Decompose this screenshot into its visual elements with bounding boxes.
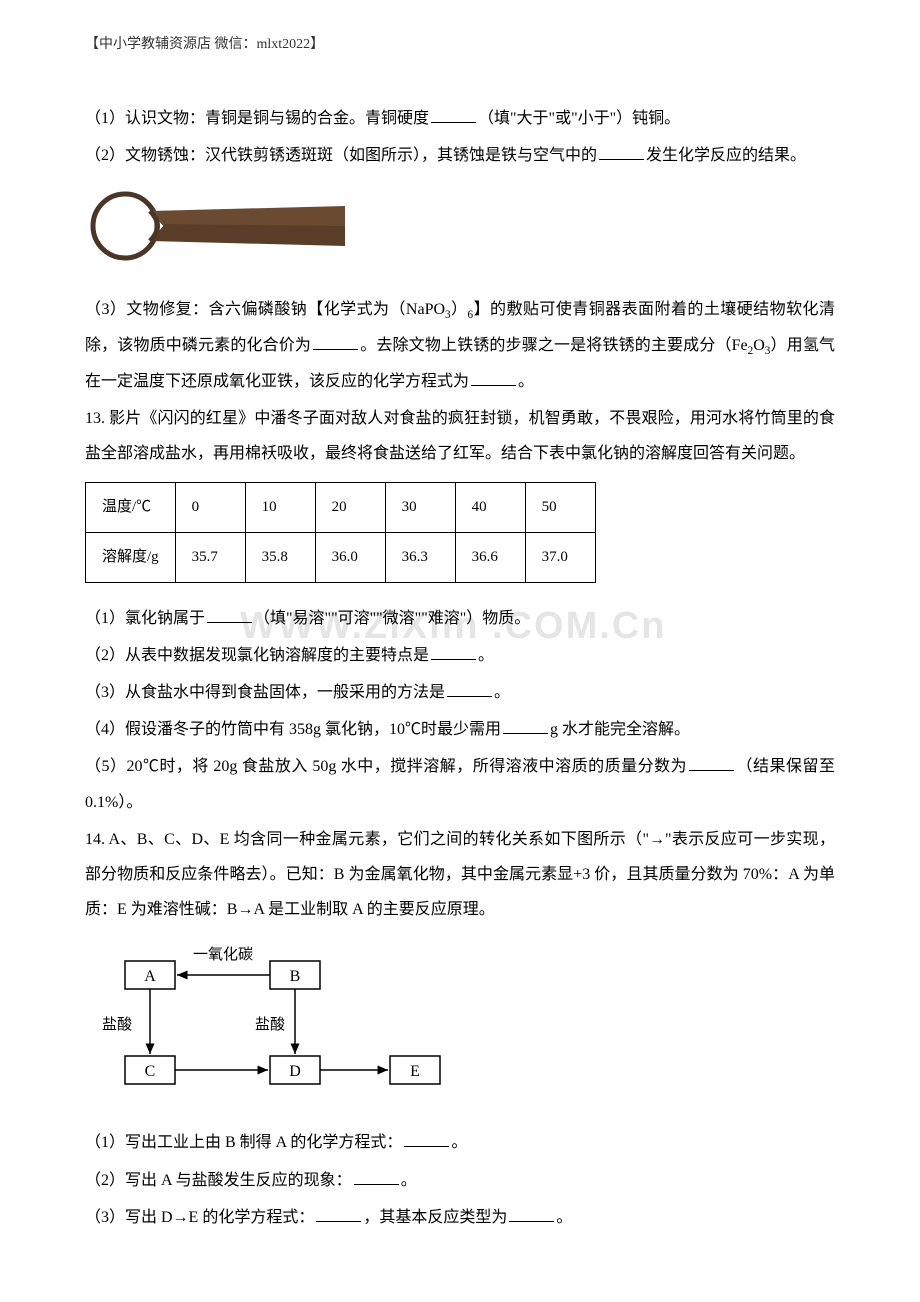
text: （4）假设潘冬子的竹筒中有 358g 氯化钠，10℃时最少需用 [85, 721, 501, 738]
text: g 水才能完全溶解。 [550, 721, 690, 738]
text: （3）从食盐水中得到食盐固体，一般采用的方法是 [85, 684, 445, 701]
cell: 温度/℃ [86, 482, 176, 532]
label-co: 一氧化碳 [193, 946, 253, 963]
text: ） [451, 301, 468, 318]
q13-p2: （2）从表中数据发现氯化钠溶解度的主要特点是 。 [85, 638, 835, 673]
blank [509, 1206, 554, 1222]
text: （2）从表中数据发现氯化钠溶解度的主要特点是 [85, 647, 429, 664]
text: 。去除文物上铁锈的步骤之一是将铁锈的主要成分（Fe [360, 337, 748, 354]
text: 发生化学反应的结果。 [646, 147, 806, 164]
cell: 50 [525, 482, 595, 532]
blank [447, 681, 492, 697]
blank [316, 1206, 361, 1222]
box-d: D [289, 1063, 301, 1080]
q14-p3: （3）写出 D→E 的化学方程式： ，其基本反应类型为 。 [85, 1200, 835, 1235]
text: 。 [494, 684, 510, 701]
text: （1）认识文物：青铜是铜与锡的合金。青铜硬度 [85, 110, 429, 127]
cell: 30 [385, 482, 455, 532]
blank [431, 107, 476, 123]
text: （3）写出 D→E 的化学方程式： [85, 1209, 314, 1226]
text: ，其基本反应类型为 [363, 1209, 507, 1226]
blank [431, 644, 476, 660]
page-header: 【中小学教辅资源店 微信：mlxt2022】 [85, 30, 835, 61]
q12-p3: （3）文物修复：含六偏磷酸钠【化学式为（NaPO3）6】的敷贴可使青铜器表面附着… [85, 292, 835, 399]
text: 。 [401, 1172, 417, 1189]
q13-p3: （3）从食盐水中得到食盐固体，一般采用的方法是 。 [85, 675, 835, 710]
cell: 35.8 [245, 532, 315, 582]
blank [503, 718, 548, 734]
text: （填"大于"或"小于"）钝铜。 [478, 110, 680, 127]
text: （1）氯化钠属于 [85, 610, 205, 627]
text: （1）写出工业上由 B 制得 A 的化学方程式： [85, 1134, 402, 1151]
cell: 10 [245, 482, 315, 532]
text: （填"易溶""可溶""微溶""难溶"）物质。 [254, 610, 530, 627]
cell: 溶解度/g [86, 532, 176, 582]
text: O [753, 337, 765, 354]
table-row: 溶解度/g 35.7 35.8 36.0 36.3 36.6 37.0 [86, 532, 596, 582]
blank [404, 1131, 449, 1147]
q12-p2: （2）文物锈蚀：汉代铁剪锈透斑斑（如图所示），其锈蚀是铁与空气中的 发生化学反应的… [85, 138, 835, 173]
blank [207, 607, 252, 623]
blank [313, 334, 358, 350]
text: 。 [518, 373, 534, 390]
cell: 36.6 [455, 532, 525, 582]
box-c: C [145, 1063, 156, 1080]
q14-intro: 14. A、B、C、D、E 均含同一种金属元素，它们之间的转化关系如下图所示（"… [85, 822, 835, 928]
q13-p1: （1）氯化钠属于 （填"易溶""可溶""微溶""难溶"）物质。 [85, 601, 835, 636]
blank [471, 370, 516, 386]
box-e: E [410, 1063, 420, 1080]
cell: 35.7 [175, 532, 245, 582]
table-row: 温度/℃ 0 10 20 30 40 50 [86, 482, 596, 532]
blank [599, 144, 644, 160]
reaction-diagram: A B 一氧化碳 C D E 盐酸 盐酸 [95, 941, 835, 1109]
text: （2）文物锈蚀：汉代铁剪锈透斑斑（如图所示），其锈蚀是铁与空气中的 [85, 147, 597, 164]
label-hcl-mid: 盐酸 [255, 1016, 285, 1033]
cell: 40 [455, 482, 525, 532]
text: 。 [451, 1134, 467, 1151]
cell: 36.0 [315, 532, 385, 582]
q13-intro: 13. 影片《闪闪的红星》中潘冬子面对敌人对食盐的疯狂封锁，机智勇敢，不畏艰险，… [85, 401, 835, 471]
text: 。 [556, 1209, 572, 1226]
cell: 37.0 [525, 532, 595, 582]
q13-p5: （5）20℃时，将 20g 食盐放入 50g 水中，搅拌溶解，所得溶液中溶质的质… [85, 749, 835, 819]
cell: 0 [175, 482, 245, 532]
content: （1）认识文物：青铜是铜与锡的合金。青铜硬度 （填"大于"或"小于"）钝铜。 （2… [85, 101, 835, 1235]
scissors-image [85, 181, 835, 284]
q14-p1: （1）写出工业上由 B 制得 A 的化学方程式： 。 [85, 1125, 835, 1160]
text: 。 [478, 647, 494, 664]
q12-p1: （1）认识文物：青铜是铜与锡的合金。青铜硬度 （填"大于"或"小于"）钝铜。 [85, 101, 835, 136]
text: （2）写出 A 与盐酸发生反应的现象： [85, 1172, 352, 1189]
blank [689, 755, 734, 771]
text: （3）文物修复：含六偏磷酸钠【化学式为（NaPO [85, 301, 445, 318]
box-a: A [144, 968, 156, 985]
q13-p4: （4）假设潘冬子的竹筒中有 358g 氯化钠，10℃时最少需用 g 水才能完全溶解… [85, 712, 835, 747]
blank [354, 1169, 399, 1185]
cell: 20 [315, 482, 385, 532]
text: （5）20℃时，将 20g 食盐放入 50g 水中，搅拌溶解，所得溶液中溶质的质… [85, 758, 687, 775]
cell: 36.3 [385, 532, 455, 582]
label-hcl-left: 盐酸 [102, 1016, 132, 1033]
solubility-table: 温度/℃ 0 10 20 30 40 50 溶解度/g 35.7 35.8 36… [85, 482, 596, 583]
q14-p2: （2）写出 A 与盐酸发生反应的现象： 。 [85, 1163, 835, 1198]
box-b: B [290, 968, 301, 985]
